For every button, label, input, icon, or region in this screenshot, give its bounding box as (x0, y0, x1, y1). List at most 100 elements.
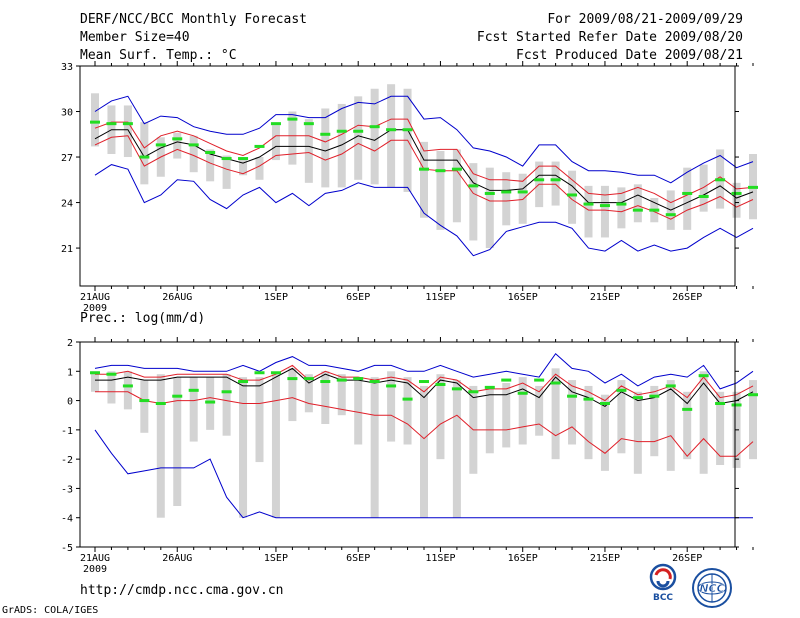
median-mark (748, 185, 758, 189)
median-mark (353, 129, 364, 133)
median-mark (665, 213, 676, 217)
box-bar (206, 149, 215, 182)
median-mark (599, 204, 610, 208)
y-tick-label: 27 (61, 153, 73, 164)
median-mark (336, 378, 347, 382)
min-line (94, 429, 753, 519)
x-tick-label: 16SEP (508, 553, 538, 564)
median-mark (188, 143, 199, 147)
median-mark (320, 132, 331, 136)
spread-lower-line (95, 391, 754, 457)
box-bar (633, 184, 642, 223)
y-tick-label: -1 (61, 426, 73, 437)
box-bar (189, 135, 198, 173)
box-bar (271, 125, 280, 161)
y-tick-label: -4 (61, 514, 73, 525)
box-bar (683, 167, 692, 230)
box-bar (749, 380, 757, 460)
median-mark (172, 394, 183, 398)
x-tick-label: 26SEP (672, 553, 702, 564)
y-tick-label: 30 (61, 108, 73, 119)
box-bar (584, 185, 593, 238)
x-tick-label: 11SEP (425, 553, 455, 564)
x-tick-label: 11SEP (425, 292, 455, 303)
median-mark (221, 390, 232, 394)
bcc-logo-text: BCC (653, 593, 673, 603)
box-bar (140, 122, 149, 185)
min-line (94, 164, 754, 257)
median-mark (205, 150, 216, 154)
median-mark (419, 380, 429, 384)
median-mark (419, 167, 429, 171)
median-mark (353, 377, 364, 381)
median-mark (435, 169, 446, 173)
median-mark (451, 167, 462, 171)
y-tick-label: 2 (67, 338, 73, 349)
median-mark (731, 191, 742, 195)
median-mark (665, 384, 676, 388)
box-bar (189, 377, 198, 442)
median-mark (517, 190, 528, 194)
median-mark (583, 202, 594, 206)
y-tick-label: -2 (61, 455, 73, 466)
median-mark (599, 402, 610, 405)
ensemble-mean-line (94, 129, 754, 211)
box-bar (535, 385, 544, 436)
box-bar (518, 173, 527, 224)
precip-panel-title: Prec.: log(mm/d) (80, 311, 206, 326)
median-mark (616, 202, 627, 206)
box-bar (387, 371, 396, 442)
median-mark (369, 125, 380, 129)
median-mark (402, 397, 413, 401)
x-tick-label: 21SEP (590, 553, 620, 564)
median-mark (534, 378, 545, 382)
box-bar (650, 385, 659, 457)
y-tick-label: 21 (61, 244, 73, 255)
box-bar (91, 93, 99, 147)
box-bar (354, 96, 363, 180)
median-mark (139, 399, 150, 403)
x-tick-label: 26AUG (162, 553, 192, 564)
box-bar (683, 391, 692, 460)
box-bar (387, 84, 396, 188)
box-bar (271, 374, 280, 518)
median-mark (287, 117, 298, 121)
median-mark (238, 157, 249, 161)
box-bar (518, 377, 527, 445)
x-tick-label: 21AUG (80, 292, 110, 303)
grads-credit: GrADS: COLA/IGES (2, 605, 99, 616)
box-bar (337, 103, 346, 188)
median-mark (122, 122, 133, 126)
max-line (94, 352, 754, 390)
median-mark (270, 371, 281, 375)
median-mark (106, 122, 117, 126)
y-tick-label: 33 (61, 62, 73, 73)
box-bar (107, 371, 116, 404)
y-tick-label: 24 (61, 199, 73, 210)
median-mark (468, 390, 479, 394)
box-bar (436, 150, 445, 230)
box-bar (699, 371, 708, 474)
median-mark (649, 208, 660, 212)
median-mark (567, 193, 578, 197)
x-tick-label: 21SEP (590, 292, 620, 303)
median-mark (550, 381, 561, 385)
median-mark (715, 178, 726, 182)
x-tick-label: 1SEP (264, 553, 288, 564)
box-bar (370, 377, 379, 518)
box-bar (222, 155, 231, 189)
median-mark (435, 382, 446, 386)
median-mark (632, 208, 643, 212)
median-mark (155, 402, 166, 405)
median-mark (632, 396, 643, 400)
y-tick-label: -3 (61, 484, 73, 495)
box-bar (239, 377, 248, 518)
median-mark (369, 380, 380, 384)
produced-date-label: Fcst Produced Date 2009/08/21 (516, 48, 743, 63)
source-url[interactable]: http://cmdp.ncc.cma.gov.cn (80, 583, 284, 598)
median-mark (550, 178, 561, 182)
median-mark (517, 391, 528, 395)
precipitation-panel: -5 -4 -3 -2 -1 0 1 2 21AUG 26AUG 1SEP 6SEP 11SEP 16SE… (61, 337, 758, 575)
median-mark (287, 377, 298, 381)
median-mark (501, 190, 512, 194)
